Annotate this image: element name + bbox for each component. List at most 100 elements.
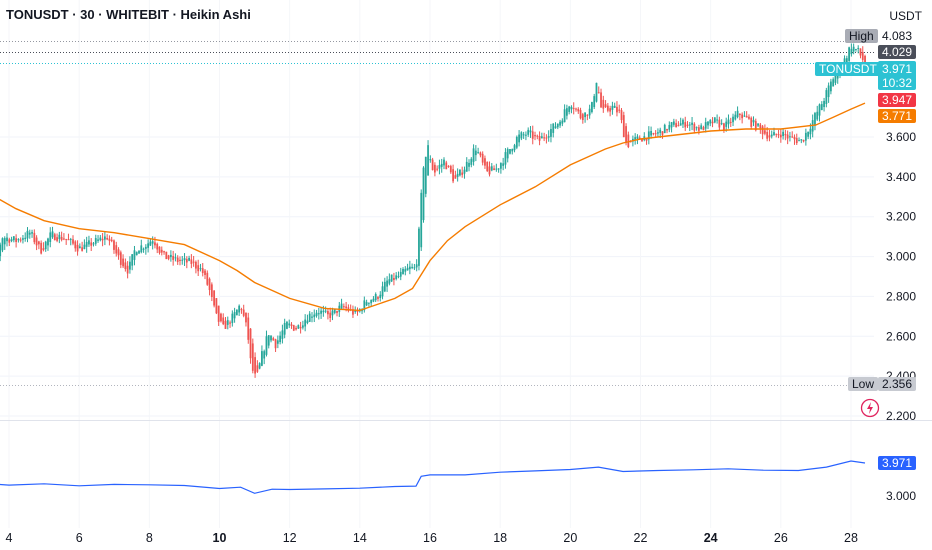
candle-body (395, 275, 398, 279)
candle-body (286, 321, 288, 329)
candles (0, 43, 866, 378)
candle-body (336, 310, 338, 313)
candle-body (31, 232, 33, 234)
candle-body (85, 241, 88, 247)
candle-body (22, 238, 24, 240)
candle-body (447, 165, 450, 167)
candle-body (829, 81, 832, 92)
high-label-badge: High (845, 29, 878, 43)
candle-body (657, 132, 659, 134)
candle-body (292, 325, 295, 331)
symbol-price-tag: TONUSDT (815, 62, 881, 76)
candle-body (861, 52, 864, 60)
indicator-tick-label: 3.000 (886, 489, 916, 503)
candle-body (174, 257, 177, 259)
candle-body (0, 244, 2, 257)
x-tick-label: 20 (563, 531, 577, 545)
candle-body (704, 122, 707, 129)
candle-body (595, 82, 598, 102)
flash-icon[interactable] (860, 398, 880, 423)
candle-body (222, 317, 225, 325)
time-axis[interactable]: 4 6 8 10 12 14 16 18 20 22 24 26 28 (6, 531, 858, 545)
candle-body (743, 115, 746, 117)
candle-body (135, 252, 138, 256)
candle-body (261, 351, 263, 366)
candle-body (276, 340, 279, 344)
currency-label[interactable]: USDT (889, 9, 922, 23)
candle-body (552, 123, 555, 133)
candle-body (361, 310, 363, 312)
y-tick-label: 3.400 (886, 170, 916, 184)
candle-body (713, 117, 716, 123)
candle-body (365, 302, 368, 306)
candle-body (591, 102, 593, 113)
candle-body (763, 130, 766, 134)
candle-body (60, 236, 63, 240)
candle-body (124, 262, 127, 270)
candle-body (700, 125, 703, 129)
candle-body (154, 242, 156, 246)
candle-body (320, 310, 322, 314)
candle-body (231, 313, 234, 324)
candle-body (190, 259, 193, 264)
candle-body (779, 134, 782, 138)
candle-body (659, 129, 662, 133)
candle-body (686, 124, 689, 126)
candle-body (645, 138, 648, 141)
x-tick-label: 26 (774, 531, 788, 545)
candle-body (666, 128, 668, 131)
last-price-badge: 3.971 10:32 (878, 61, 917, 90)
candle-body (570, 106, 573, 110)
candle-body (707, 121, 709, 126)
candle-body (802, 139, 805, 142)
candle-body (497, 168, 500, 170)
candle-body (370, 299, 373, 304)
candle-body (454, 175, 457, 179)
candle-body (317, 313, 320, 315)
candle-body (593, 96, 596, 108)
candle-body (8, 239, 11, 243)
candle-body (575, 108, 577, 110)
candle-body (693, 123, 696, 131)
candle-body (775, 133, 778, 135)
low-value-badge: 2.356 (878, 377, 917, 391)
candle-body (201, 268, 204, 274)
candle-body (26, 230, 29, 239)
candle-body (106, 238, 109, 240)
candle-body (684, 122, 687, 128)
candle-body (240, 309, 243, 311)
indicator-value-badge: 3.971 (878, 456, 917, 470)
x-tick-label: 12 (283, 531, 297, 545)
candle-body (809, 128, 812, 135)
candle-body (179, 259, 181, 261)
candle-body (37, 241, 40, 245)
candle-body (443, 159, 445, 166)
candle-body (422, 167, 425, 221)
candle-body (606, 105, 609, 111)
candle-body (677, 125, 680, 127)
candle-body (766, 132, 769, 139)
candle-body (827, 85, 830, 98)
x-tick-label: 18 (493, 531, 507, 545)
y-tick-label: 3.600 (886, 130, 916, 144)
candle-body (35, 237, 38, 246)
candle-body (413, 267, 416, 269)
candle-body (431, 159, 434, 171)
candle-body (770, 134, 773, 137)
candle-body (459, 169, 461, 176)
candle-body (172, 256, 175, 260)
candle-body (110, 239, 113, 242)
candle-body (818, 104, 821, 116)
y-tick-label: 3.000 (886, 250, 916, 264)
candle-body (547, 135, 550, 138)
symbol-title[interactable]: TONUSDT · 30 · WHITEBIT · Heikin Ashi (6, 7, 251, 22)
candle-body (424, 156, 427, 194)
candle-body (83, 244, 86, 250)
candle-body (650, 130, 652, 136)
candle-body (816, 111, 819, 120)
candle-body (283, 322, 286, 335)
candle-body (206, 272, 209, 285)
candle-body (652, 133, 655, 135)
candle-body (481, 153, 484, 163)
